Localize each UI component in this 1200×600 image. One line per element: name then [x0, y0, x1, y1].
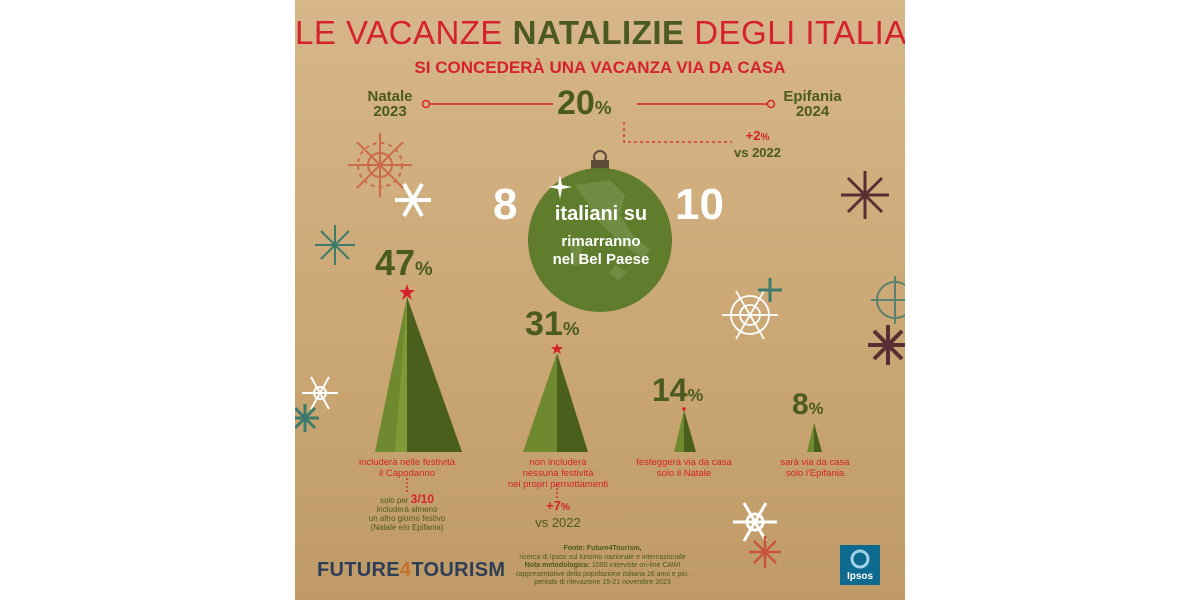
snowflake-icon [302, 376, 338, 410]
tree-8 [807, 423, 822, 452]
timeline-value: 20% [557, 84, 612, 122]
tree2-caption: non includerà nessuna festività nei propri… [507, 457, 609, 490]
snowflake-icon [868, 325, 905, 365]
timeline-end: Epifania 2024 [783, 88, 842, 120]
tree3-caption: festeggerà via da casa solo il Natale [636, 457, 732, 479]
ornament-text: rimarranno nel Bel Paese [552, 233, 650, 268]
page-subtitle: SI CONCEDERÀ UNA VACANZA VIA DA CASA [414, 58, 786, 77]
snowflake-icon [295, 404, 319, 432]
snowflake-decorations [295, 133, 905, 568]
snowflake-icon [871, 276, 905, 324]
snowflake-icon [315, 225, 355, 265]
infographic-panel: LE VACANZE NATALIZIE DEGLI ITALIANI SI C… [295, 0, 905, 600]
ornament-line1: italiani su [554, 203, 648, 225]
page-title: LE VACANZE NATALIZIE DEGLI ITALIANI [295, 14, 905, 51]
tree1-caption: includerà nelle festività il Capodanno [358, 457, 456, 479]
snowflake-icon [733, 502, 777, 542]
snowflake-icon [758, 278, 782, 302]
timeline-start: Natale 2023 [367, 88, 413, 120]
star-icon [399, 284, 415, 300]
trees-chart [375, 284, 822, 498]
tree1-note: solo per 3/10 includerà almeno un altro g… [368, 492, 446, 532]
future4tourism-logo: FUTURE4TOURISM [317, 559, 506, 581]
snowflake-icon [841, 171, 889, 219]
snowflake-icon [348, 133, 412, 197]
tree-14 [674, 407, 696, 452]
source-note: Fonte: Future4Tourism, ricerca di Ipsos … [516, 545, 689, 586]
ornament-num-left: 8 [493, 180, 518, 229]
tree3-value: 14% [652, 372, 704, 408]
star-icon [551, 343, 563, 354]
ornament-ball [528, 150, 672, 312]
ipsos-logo: Ipsos [840, 545, 880, 585]
tree-47 [375, 284, 462, 452]
ornament-num-right: 10 [675, 180, 724, 229]
ipsos-mark-icon [850, 549, 870, 569]
snowflake-icon [749, 536, 781, 568]
sparkle-icon [548, 175, 572, 199]
snowflake-icon [722, 290, 778, 340]
tree1-value: 47% [375, 242, 433, 283]
timeline-line [421, 99, 776, 143]
tree4-value: 8% [792, 388, 824, 421]
timeline-delta: +2% vs 2022 [734, 128, 781, 160]
snowflake-icon [395, 183, 431, 217]
tree2-delta: +7% vs 2022 [535, 498, 581, 530]
tree2-value: 31% [525, 305, 580, 343]
tree4-caption: sarà via da casa solo l'Epifania [780, 457, 850, 479]
tree-31 [523, 343, 588, 452]
